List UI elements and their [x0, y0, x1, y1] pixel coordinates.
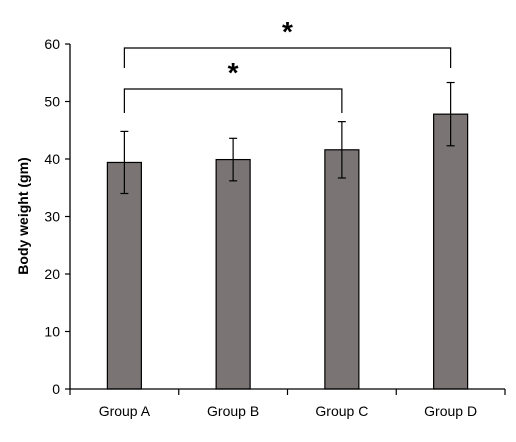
y-tick-label: 0 [52, 381, 60, 397]
significance-brackets: ** [123, 16, 452, 113]
x-tick-label: Group C [315, 403, 368, 419]
y-tick-label: 60 [44, 36, 60, 52]
significance-bracket [123, 47, 452, 68]
y-tick-label: 20 [44, 266, 60, 282]
bar [324, 149, 360, 390]
y-tick-label: 50 [44, 94, 60, 110]
y-axis-title: Body weight (gm) [15, 157, 31, 274]
y-tick-label: 10 [44, 324, 60, 340]
bar [433, 113, 469, 390]
significance-asterisk: * [282, 16, 293, 47]
x-axis-ticks: Group A Group B Group C Group D [69, 389, 506, 419]
significance-bracket [123, 88, 343, 113]
y-axis-ticks: 0 10 20 30 40 50 60 [44, 36, 70, 397]
bars-group [106, 113, 469, 390]
error-bars-group [120, 81, 455, 195]
x-tick-label: Group D [424, 403, 477, 419]
bar [106, 161, 142, 390]
x-tick-label: Group B [207, 403, 259, 419]
y-tick-label: 40 [44, 151, 60, 167]
bar [215, 158, 251, 390]
x-tick-label: Group A [99, 403, 151, 419]
y-tick-label: 30 [44, 209, 60, 225]
significance-asterisk: * [228, 57, 239, 88]
